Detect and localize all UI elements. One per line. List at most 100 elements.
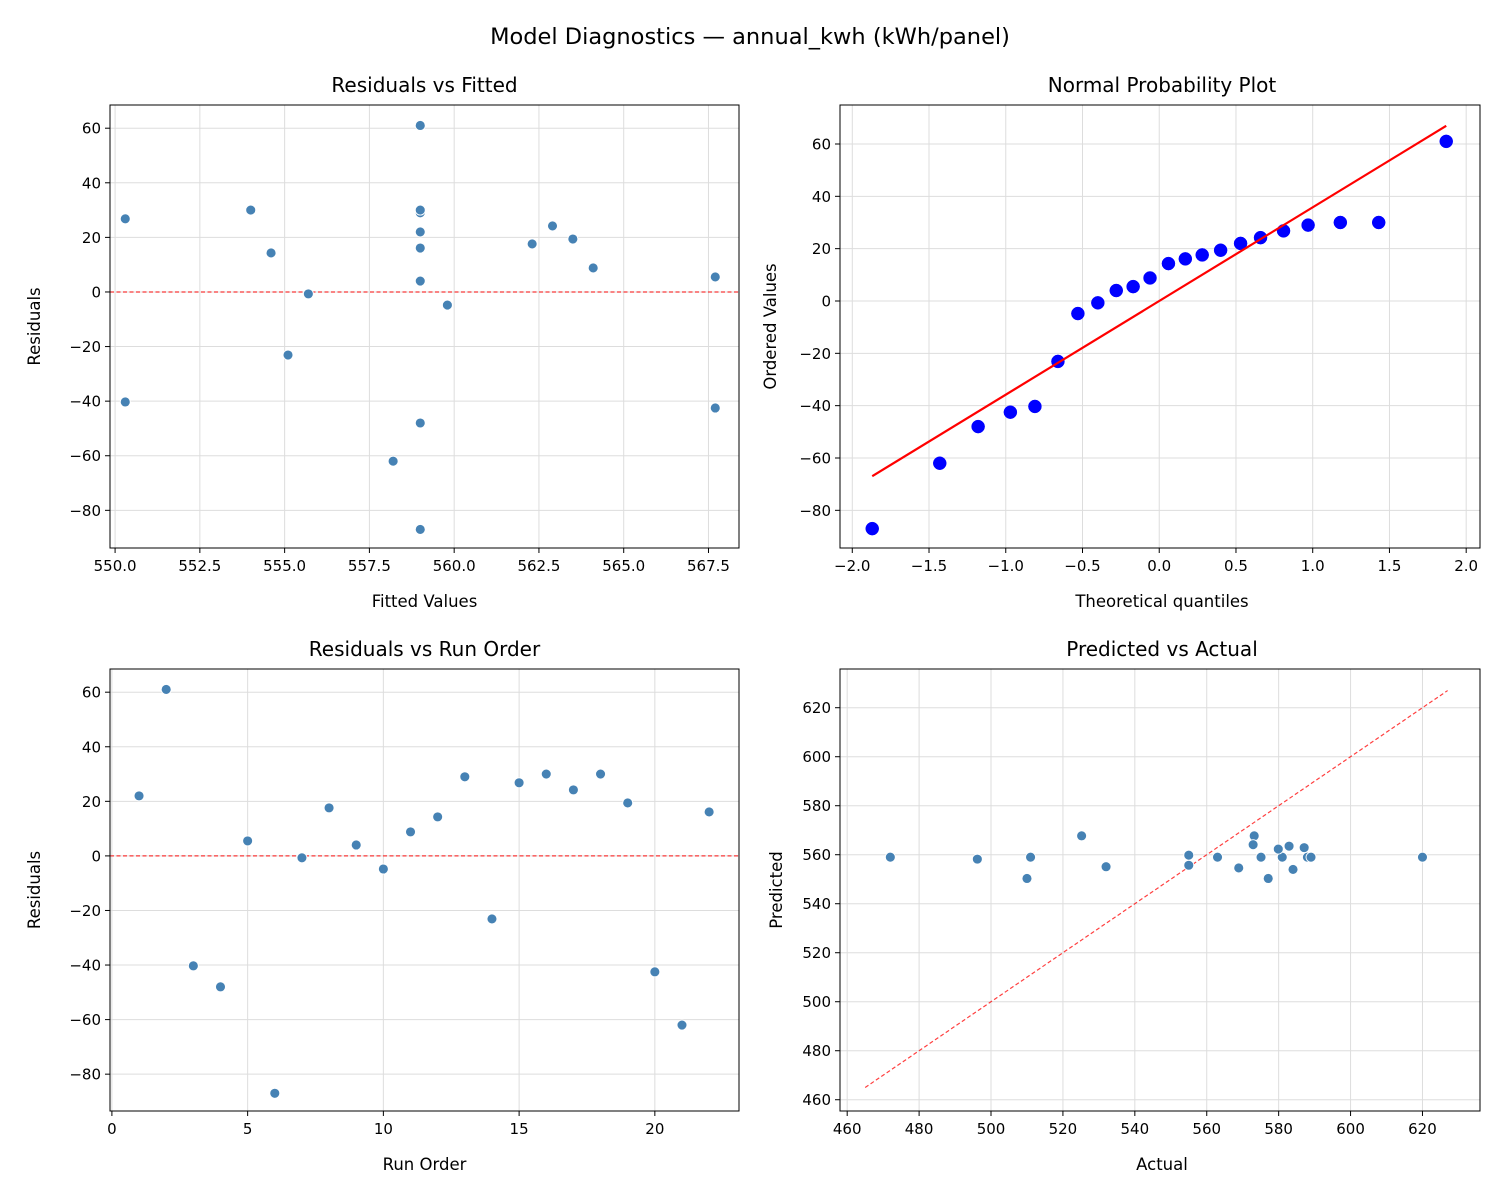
axes-frame	[839, 668, 1481, 1112]
panel-title: Predicted vs Actual	[1066, 637, 1258, 661]
data-point	[649, 966, 661, 978]
data-point	[414, 275, 426, 287]
data-point	[265, 247, 277, 259]
x-axis-label: Run Order	[383, 1155, 467, 1174]
y-tick-label: 20	[82, 229, 101, 247]
data-point	[703, 806, 715, 818]
y-tick-label: 60	[82, 120, 101, 138]
x-tick-label: 5	[243, 1120, 253, 1138]
data-point	[1287, 863, 1299, 875]
data-point	[1161, 256, 1176, 271]
x-axis-label: Actual	[1136, 1155, 1188, 1174]
y-tick-label: −20	[69, 902, 101, 920]
data-point	[1298, 842, 1310, 854]
x-tick-label: 0.5	[1224, 557, 1248, 575]
data-points	[865, 134, 1453, 536]
data-point	[1143, 271, 1157, 285]
y-tick-label: 460	[802, 1091, 831, 1109]
y-tick-label: −40	[69, 393, 101, 411]
data-point	[1126, 279, 1140, 294]
y-axis-label: Residuals	[25, 851, 44, 929]
data-point	[1255, 851, 1267, 863]
x-tick-label: −1.5	[911, 557, 947, 575]
data-point	[933, 456, 947, 470]
data-point	[1439, 134, 1453, 149]
data-point	[414, 417, 426, 429]
data-point	[1025, 851, 1037, 863]
y-tick-label: 580	[802, 797, 831, 815]
identity-reference-line	[864, 690, 1448, 1088]
x-tick-label: 565.0	[602, 557, 645, 575]
y-tick-label: 40	[812, 188, 831, 206]
data-point	[387, 455, 399, 467]
y-tick-label: 500	[802, 993, 831, 1011]
data-point	[540, 768, 552, 780]
y-axis-label: Residuals	[25, 287, 44, 365]
data-point	[1178, 252, 1193, 266]
y-tick-label: −20	[799, 345, 831, 363]
x-tick-label: 560.0	[433, 557, 476, 575]
data-point	[1028, 399, 1042, 414]
figure-suptitle: Model Diagnostics — annual_kwh (kWh/pane…	[490, 24, 1010, 50]
data-point	[1213, 243, 1228, 257]
y-tick-label: 40	[82, 738, 101, 756]
data-point	[1100, 861, 1112, 873]
x-tick-label: 555.0	[263, 557, 306, 575]
data-point	[971, 853, 983, 865]
data-point	[414, 120, 426, 131]
x-tick-label: 460	[833, 1120, 862, 1138]
data-point	[1301, 218, 1315, 232]
x-tick-label: 580	[1264, 1120, 1293, 1138]
data-points	[119, 120, 721, 535]
y-tick-label: −40	[799, 397, 831, 415]
y-tick-label: 40	[82, 174, 101, 192]
x-tick-label: 540	[1121, 1120, 1150, 1138]
data-point	[414, 523, 426, 535]
y-tick-label: 560	[802, 846, 831, 864]
x-tick-label: 567.5	[687, 557, 730, 575]
panel-title: Normal Probability Plot	[1048, 73, 1277, 97]
y-tick-label: −80	[799, 502, 831, 520]
data-point	[884, 851, 896, 863]
data-point	[1091, 296, 1105, 310]
data-point	[709, 402, 721, 414]
data-point	[567, 233, 579, 245]
fit-line	[871, 124, 1447, 478]
y-tick-label: 20	[812, 240, 831, 258]
x-tick-label: 600	[1336, 1120, 1365, 1138]
data-point	[486, 913, 498, 925]
data-point	[459, 771, 471, 783]
data-point	[1183, 849, 1195, 861]
data-point	[119, 396, 131, 408]
data-point	[269, 1087, 281, 1099]
data-point	[1233, 862, 1245, 874]
data-point	[1417, 851, 1428, 863]
panel-normal-probability: Normal Probability Plot Theoretical quan…	[761, 73, 1481, 611]
data-point	[1371, 215, 1386, 230]
y-tick-label: 20	[82, 793, 101, 811]
y-axis-label: Ordered Values	[761, 263, 780, 389]
data-point	[282, 349, 294, 361]
data-point	[1021, 873, 1033, 884]
data-point	[1195, 248, 1209, 262]
x-axis-label: Theoretical quantiles	[1074, 592, 1248, 611]
data-point	[1212, 851, 1223, 863]
y-tick-label: 60	[82, 684, 101, 702]
data-point	[567, 784, 579, 796]
panel-title: Residuals vs Run Order	[309, 637, 541, 661]
x-tick-label: 0.0	[1147, 557, 1171, 575]
data-point	[405, 826, 416, 838]
x-tick-label: 10	[374, 1120, 393, 1138]
data-point	[1262, 873, 1274, 884]
data-point	[296, 852, 308, 864]
data-point	[1076, 830, 1088, 842]
y-tick-label: −40	[69, 957, 101, 975]
data-point	[1305, 851, 1317, 863]
data-point	[377, 863, 389, 875]
panel-predicted-vs-actual: Predicted vs Actual Actual Predicted 460…	[767, 637, 1481, 1174]
y-tick-label: 480	[802, 1042, 831, 1060]
x-tick-label: 0	[107, 1120, 117, 1138]
data-point	[432, 811, 444, 823]
data-point	[1283, 840, 1295, 852]
